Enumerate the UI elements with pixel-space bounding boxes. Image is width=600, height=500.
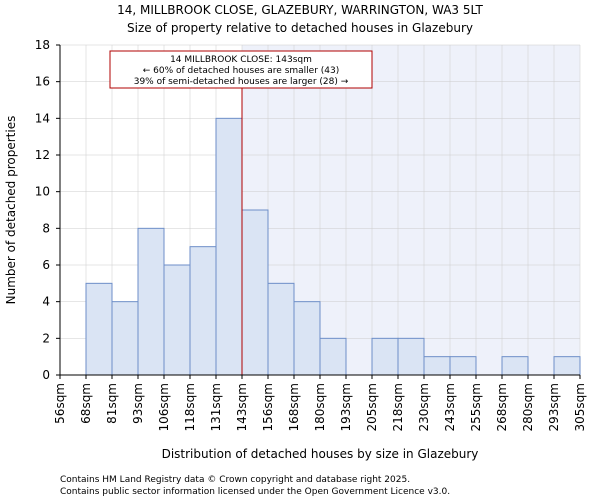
bar-180sqm [319, 337, 347, 376]
y-tick-label-4: 4 [42, 295, 50, 309]
bar-205sqm [371, 337, 399, 376]
x-tick-label-218sqm: 218sqm [391, 383, 405, 431]
x-tick-label-268sqm: 268sqm [495, 383, 509, 431]
y-tick-label-14: 14 [35, 111, 50, 125]
chart-title: 14, MILLBROOK CLOSE, GLAZEBURY, WARRINGT… [117, 3, 483, 17]
y-tick-label-8: 8 [42, 221, 50, 235]
x-tick-label-193sqm: 193sqm [339, 383, 353, 431]
x-tick-label-106sqm: 106sqm [157, 383, 171, 431]
bar-81sqm [111, 301, 139, 376]
x-tick-label-168sqm: 168sqm [287, 383, 301, 431]
x-axis-label: Distribution of detached houses by size … [162, 447, 479, 461]
x-tick-label-118sqm: 118sqm [183, 383, 197, 431]
bar-268sqm [501, 356, 529, 376]
x-tick-label-230sqm: 230sqm [417, 383, 431, 431]
y-axis-label: Number of detached properties [4, 116, 18, 305]
x-tick-label-143sqm: 143sqm [235, 383, 249, 431]
bar-131sqm [215, 117, 243, 376]
x-tick-label-156sqm: 156sqm [261, 383, 275, 431]
annotation-box: 14 MILLBROOK CLOSE: 143sqm ← 60% of deta… [109, 50, 373, 89]
bar-168sqm [293, 301, 321, 376]
x-tick-label-293sqm: 293sqm [547, 383, 561, 431]
x-tick-label-81sqm: 81sqm [105, 383, 119, 424]
bar-68sqm [85, 282, 113, 376]
bar-106sqm [163, 264, 191, 376]
x-tick-label-131sqm: 131sqm [209, 383, 223, 431]
x-tick-label-205sqm: 205sqm [365, 383, 379, 431]
y-tick-label-16: 16 [35, 75, 50, 89]
bar-293sqm [553, 356, 581, 376]
y-tick-label-6: 6 [42, 258, 50, 272]
bar-143sqm [241, 209, 269, 376]
annotation-title: 14 MILLBROOK CLOSE: 143sqm [170, 55, 312, 65]
footer-line-1: Contains HM Land Registry data © Crown c… [60, 475, 410, 485]
x-tick-label-280sqm: 280sqm [521, 383, 535, 431]
x-tick-label-305sqm: 305sqm [573, 383, 587, 431]
x-tick-label-180sqm: 180sqm [313, 383, 327, 431]
bar-218sqm [397, 337, 425, 376]
x-tick-label-56sqm: 56sqm [53, 383, 67, 424]
chart-subtitle: Size of property relative to detached ho… [127, 21, 473, 35]
y-tick-label-10: 10 [35, 185, 50, 199]
y-tick-label-12: 12 [35, 148, 50, 162]
x-tick-label-255sqm: 255sqm [469, 383, 483, 431]
footer-line-2: Contains public sector information licen… [60, 487, 450, 497]
annotation-smaller: ← 60% of detached houses are smaller (43… [143, 66, 340, 76]
y-tick-label-18: 18 [35, 38, 50, 52]
bar-156sqm [267, 282, 295, 376]
bar-118sqm [189, 246, 217, 376]
x-tick-label-243sqm: 243sqm [443, 383, 457, 431]
bar-93sqm [137, 227, 165, 376]
x-tick-label-68sqm: 68sqm [79, 383, 93, 424]
annotation-border [109, 50, 373, 89]
bar-243sqm [449, 356, 477, 376]
annotation-larger: 39% of semi-detached houses are larger (… [134, 77, 349, 87]
y-tick-label-2: 2 [42, 331, 50, 345]
bar-230sqm [423, 356, 451, 376]
y-tick-label-0: 0 [42, 368, 50, 382]
x-tick-label-93sqm: 93sqm [131, 383, 145, 424]
